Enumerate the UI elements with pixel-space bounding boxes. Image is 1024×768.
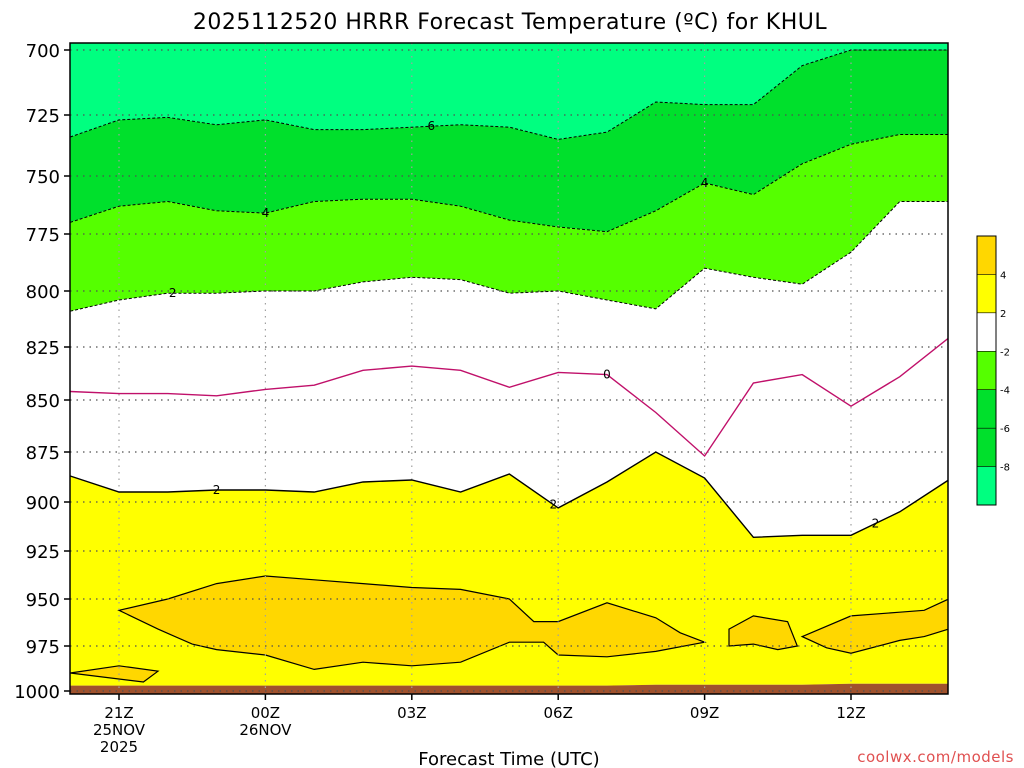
x-tick-label: 21Z <box>104 704 133 722</box>
colorbar-swatch <box>977 466 996 505</box>
plot-frame <box>69 42 949 695</box>
x-tick-label: 25NOV <box>93 721 146 739</box>
contour-label: 2 <box>872 517 880 531</box>
temperature-band-m6tom8 <box>70 43 948 140</box>
warm-region-1 <box>70 665 160 683</box>
contour-line-cm2 <box>70 201 948 312</box>
contour-label: 2 <box>213 483 221 497</box>
colorbar-label: -4 <box>1000 386 1010 397</box>
contour-line-c2 <box>70 451 948 539</box>
y-tick-label: 700 <box>26 41 60 62</box>
colorbar-swatch <box>977 312 996 352</box>
contour-label: 4 <box>701 176 709 190</box>
x-tick-label: 09Z <box>690 704 719 722</box>
grid <box>70 43 948 694</box>
colorbar-label: 2 <box>1000 309 1006 320</box>
y-tick-label: 850 <box>26 391 60 412</box>
y-tick-label: 975 <box>26 637 60 658</box>
y-tick-label: 1000 <box>14 682 60 703</box>
colorbar-swatch <box>977 351 996 390</box>
plot-area: 2 2 2 0 2 4 4 6 <box>70 43 948 694</box>
colorbar-label: -2 <box>1000 347 1010 358</box>
y-tick-label: 950 <box>26 590 60 611</box>
below-ground-area <box>70 683 948 694</box>
plot-content: 2 2 2 0 2 4 4 6 <box>70 43 948 694</box>
source-credit: coolwx.com/models <box>857 748 1014 766</box>
x-tick-label: 03Z <box>397 704 426 722</box>
x-tick-label: 06Z <box>544 704 573 722</box>
colorbar-legend: -8 -6 -4 -2 2 4 <box>976 235 1010 506</box>
y-tick-label: 875 <box>26 443 60 464</box>
colorbar-swatch <box>977 428 996 467</box>
contour-label: 0 <box>603 368 611 382</box>
colorbar-swatch <box>977 389 996 429</box>
x-axis-label: Forecast Time (UTC) <box>418 749 599 768</box>
temperature-band-m2tom4 <box>70 134 948 312</box>
axes: 700 725 750 775 800 825 850 875 900 925 950 975 1000… <box>14 41 949 756</box>
contour-label: 4 <box>262 206 270 220</box>
colorbar-frame <box>976 235 997 506</box>
contour-label: 2 <box>169 286 177 300</box>
contour-line-cm4 <box>70 134 948 233</box>
colorbar-swatch <box>977 274 996 313</box>
temperature-band-m4tom6 <box>70 50 948 232</box>
colorbar-label: 4 <box>1000 270 1006 281</box>
colorbar-label: -8 <box>1000 463 1010 474</box>
y-tick-label: 725 <box>26 106 60 127</box>
y-tick-label: 900 <box>26 493 60 514</box>
y-tick-label: 825 <box>26 338 60 359</box>
temperature-band-0to2 <box>70 201 948 538</box>
y-tick-label: 750 <box>26 167 60 188</box>
warm-region-3 <box>800 598 948 654</box>
x-tick-label: 2025 <box>100 738 138 756</box>
colorbar-swatch <box>977 236 996 275</box>
contour-label: 6 <box>427 119 435 133</box>
x-tick-label: 00Z <box>251 704 280 722</box>
contour-label: 2 <box>549 498 557 512</box>
y-tick-label: 925 <box>26 542 60 563</box>
chart-title: 2025112520 HRRR Forecast Temperature (ºC… <box>193 10 827 35</box>
x-tick-label: 26NOV <box>239 721 292 739</box>
colorbar-label: -6 <box>1000 424 1010 435</box>
contour-line-c0 <box>70 337 948 458</box>
y-tick-label: 775 <box>26 225 60 246</box>
y-tick-label: 800 <box>26 282 60 303</box>
x-tick-label: 12Z <box>836 704 865 722</box>
